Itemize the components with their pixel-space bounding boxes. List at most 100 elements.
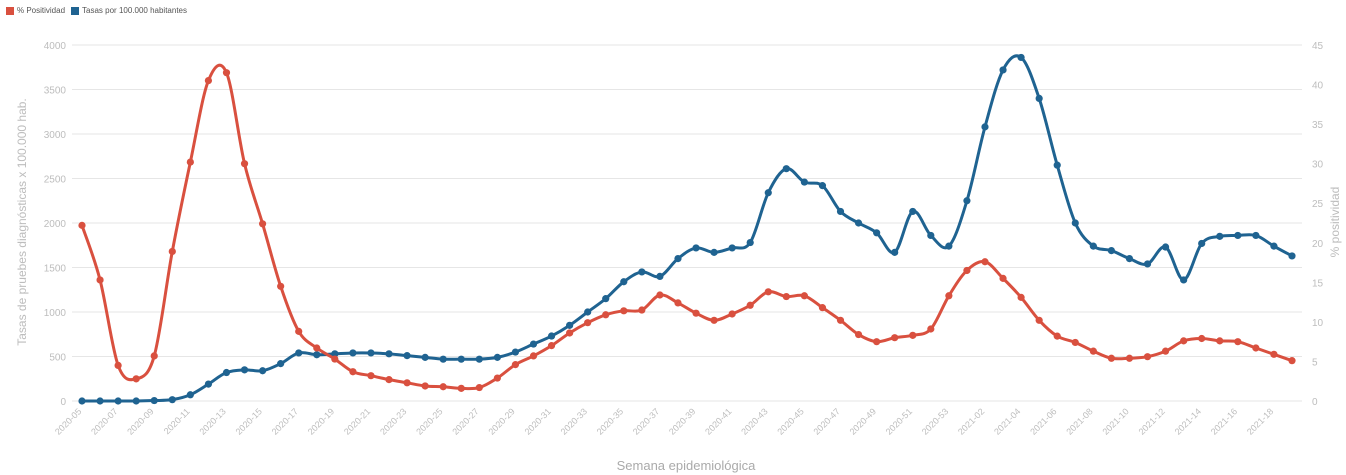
- rate-data-point[interactable]: [331, 350, 339, 358]
- rate-data-point[interactable]: [566, 321, 574, 329]
- rate-data-point[interactable]: [945, 242, 953, 250]
- positivity-data-point[interactable]: [602, 311, 610, 319]
- rate-data-point[interactable]: [692, 244, 700, 252]
- rate-data-point[interactable]: [818, 182, 827, 190]
- positivity-data-point[interactable]: [710, 316, 718, 324]
- positivity-data-point[interactable]: [403, 379, 411, 387]
- rate-data-point[interactable]: [258, 367, 267, 375]
- rate-data-point[interactable]: [96, 397, 104, 405]
- rate-data-point[interactable]: [1252, 231, 1260, 240]
- positivity-data-point[interactable]: [963, 266, 971, 275]
- positivity-data-point[interactable]: [1107, 354, 1116, 362]
- positivity-data-point[interactable]: [331, 355, 339, 363]
- rate-data-point[interactable]: [854, 219, 863, 227]
- rate-data-point[interactable]: [240, 366, 249, 374]
- rate-data-point[interactable]: [1234, 231, 1242, 240]
- rate-data-point[interactable]: [909, 207, 917, 216]
- rate-data-point[interactable]: [168, 396, 176, 404]
- positivity-data-point[interactable]: [638, 306, 646, 314]
- positivity-data-point[interactable]: [493, 374, 501, 382]
- positivity-data-point[interactable]: [1252, 344, 1260, 352]
- positivity-data-point[interactable]: [891, 334, 899, 342]
- positivity-data-point[interactable]: [927, 325, 935, 333]
- rate-data-point[interactable]: [349, 349, 357, 357]
- rate-data-point[interactable]: [836, 207, 845, 216]
- rate-data-point[interactable]: [963, 197, 971, 205]
- positivity-data-point[interactable]: [222, 69, 231, 77]
- positivity-data-point[interactable]: [818, 304, 827, 312]
- rate-data-point[interactable]: [1270, 242, 1278, 250]
- positivity-data-point[interactable]: [1017, 293, 1025, 301]
- positivity-data-point[interactable]: [511, 361, 520, 369]
- positivity-data-point[interactable]: [150, 352, 158, 360]
- rate-data-point[interactable]: [421, 353, 429, 361]
- positivity-data-point[interactable]: [258, 220, 267, 228]
- rate-data-point[interactable]: [746, 238, 754, 247]
- rate-data-point[interactable]: [1216, 232, 1224, 240]
- positivity-data-point[interactable]: [1125, 354, 1134, 362]
- positivity-data-point[interactable]: [385, 376, 393, 384]
- positivity-data-point[interactable]: [674, 299, 682, 307]
- rate-data-point[interactable]: [367, 349, 375, 357]
- positivity-data-point[interactable]: [692, 309, 700, 317]
- rate-data-point[interactable]: [150, 396, 158, 405]
- positivity-data-point[interactable]: [1035, 316, 1043, 324]
- positivity-data-point[interactable]: [981, 258, 989, 266]
- positivity-data-point[interactable]: [204, 77, 213, 85]
- positivity-data-point[interactable]: [1270, 350, 1278, 358]
- rate-data-point[interactable]: [204, 380, 213, 388]
- rate-data-point[interactable]: [1035, 94, 1043, 102]
- rate-data-point[interactable]: [1198, 239, 1206, 248]
- rate-data-point[interactable]: [800, 178, 808, 186]
- positivity-data-point[interactable]: [1143, 353, 1152, 361]
- rate-data-point[interactable]: [475, 355, 483, 363]
- positivity-data-point[interactable]: [1053, 332, 1061, 340]
- positivity-data-point[interactable]: [1234, 338, 1242, 346]
- rate-data-point[interactable]: [1180, 276, 1188, 284]
- rate-data-point[interactable]: [186, 391, 194, 399]
- positivity-data-point[interactable]: [96, 276, 104, 284]
- positivity-data-point[interactable]: [945, 292, 953, 300]
- positivity-data-point[interactable]: [1071, 338, 1079, 347]
- positivity-data-point[interactable]: [295, 327, 303, 335]
- rate-data-point[interactable]: [891, 248, 899, 256]
- positivity-data-point[interactable]: [168, 247, 176, 256]
- positivity-data-point[interactable]: [367, 372, 375, 380]
- positivity-data-point[interactable]: [547, 342, 556, 350]
- rate-data-point[interactable]: [1107, 246, 1116, 255]
- rate-data-point[interactable]: [584, 308, 592, 316]
- rate-data-point[interactable]: [656, 272, 664, 280]
- legend-item-rate[interactable]: Tasas por 100.000 habitantes: [71, 6, 187, 15]
- positivity-data-point[interactable]: [836, 316, 845, 324]
- rate-data-point[interactable]: [114, 397, 122, 405]
- positivity-data-point[interactable]: [132, 375, 140, 383]
- rate-data-point[interactable]: [511, 348, 520, 356]
- rate-data-point[interactable]: [132, 397, 140, 405]
- positivity-data-point[interactable]: [746, 301, 754, 309]
- rate-data-point[interactable]: [1071, 219, 1079, 227]
- legend-item-positivity[interactable]: % Positividad: [6, 6, 65, 15]
- rate-data-point[interactable]: [385, 350, 393, 358]
- rate-data-point[interactable]: [927, 231, 935, 240]
- positivity-data-point[interactable]: [782, 292, 790, 301]
- positivity-data-point[interactable]: [1161, 347, 1170, 355]
- rate-data-point[interactable]: [313, 351, 321, 359]
- positivity-data-point[interactable]: [240, 160, 249, 168]
- positivity-data-point[interactable]: [873, 338, 881, 346]
- positivity-data-point[interactable]: [764, 288, 772, 296]
- positivity-data-point[interactable]: [457, 384, 465, 392]
- rate-data-point[interactable]: [547, 332, 556, 340]
- positivity-data-point[interactable]: [1180, 337, 1188, 345]
- positivity-data-point[interactable]: [439, 383, 447, 391]
- positivity-data-point[interactable]: [475, 383, 483, 392]
- rate-data-point[interactable]: [1288, 252, 1296, 260]
- positivity-data-point[interactable]: [800, 292, 808, 300]
- positivity-data-point[interactable]: [909, 331, 917, 339]
- rate-data-point[interactable]: [1161, 243, 1170, 251]
- positivity-data-point[interactable]: [186, 158, 194, 166]
- rate-data-point[interactable]: [222, 368, 231, 377]
- rate-data-point[interactable]: [981, 123, 989, 131]
- positivity-data-point[interactable]: [1089, 347, 1097, 355]
- positivity-data-point[interactable]: [566, 329, 574, 337]
- rate-data-point[interactable]: [710, 248, 718, 256]
